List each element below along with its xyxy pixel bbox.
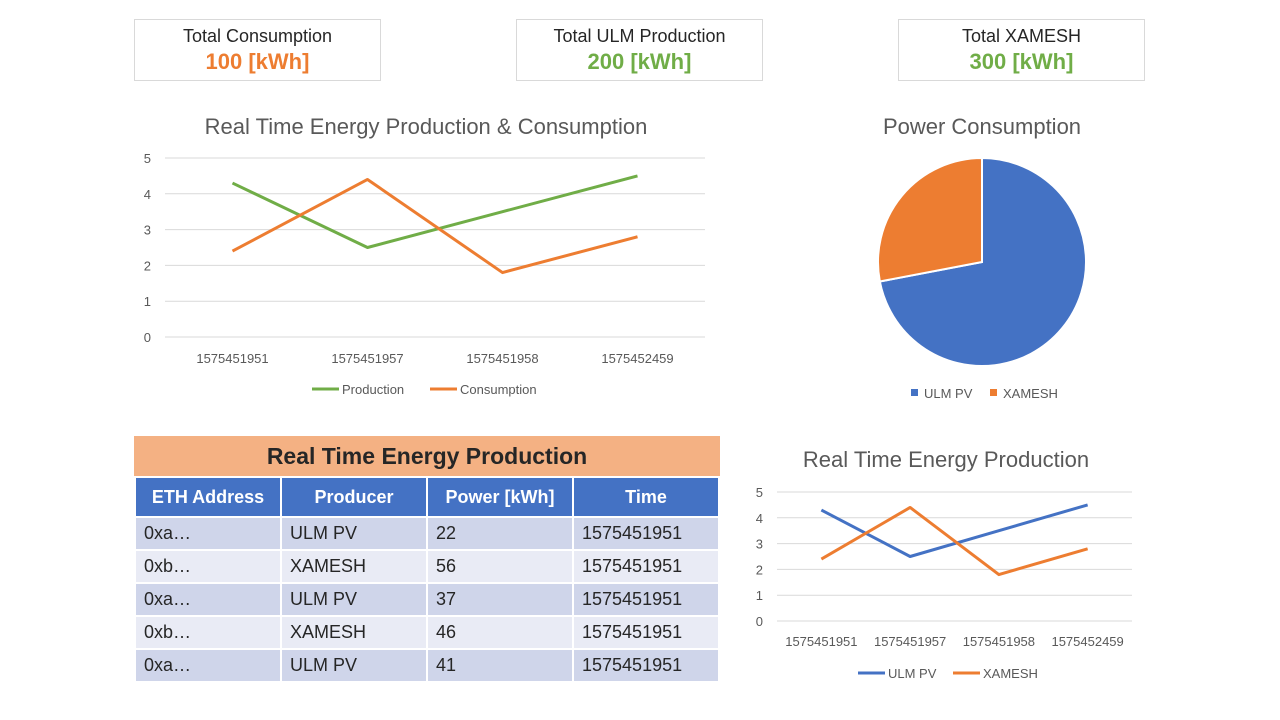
- cell-time: 1575451951: [572, 549, 720, 584]
- x-tick-label: 1575451957: [331, 351, 403, 366]
- cell-producer: XAMESH: [280, 549, 428, 584]
- cell-power: 41: [426, 648, 574, 683]
- legend-label: ULM PV: [924, 386, 973, 401]
- legend-label: Consumption: [460, 382, 537, 397]
- x-tick-label: 1575451958: [466, 351, 538, 366]
- series-line-ulm-pv: [820, 503, 1089, 558]
- x-tick-label: 1575452459: [1051, 634, 1123, 649]
- chart-title: Real Time Energy Production: [803, 447, 1089, 472]
- chart-title: Real Time Energy Production & Consumptio…: [205, 114, 648, 139]
- energy-production-table: Real Time Energy Production ETH Address …: [134, 436, 720, 683]
- kpi-total-ulm-production: Total ULM Production 200 [kWh]: [516, 19, 763, 81]
- legend-swatch: [911, 389, 918, 396]
- data-table: ETH Address Producer Power [kWh] Time 0x…: [134, 476, 720, 683]
- cell-producer: XAMESH: [280, 615, 428, 650]
- legend-label: XAMESH: [1003, 386, 1058, 401]
- y-tick-label: 4: [144, 187, 151, 202]
- y-tick-label: 1: [756, 588, 763, 603]
- kpi-value: 100 [kWh]: [205, 49, 310, 74]
- cell-time: 1575451951: [572, 582, 720, 617]
- series-line-xamesh: [820, 505, 1089, 577]
- y-tick-label: 3: [756, 537, 763, 552]
- cell-producer: ULM PV: [280, 648, 428, 683]
- y-tick-label: 4: [756, 511, 763, 526]
- y-tick-label: 0: [756, 614, 763, 629]
- table-row: 0xa… ULM PV 22 1575451951: [134, 516, 720, 551]
- chart-title: Power Consumption: [883, 114, 1081, 139]
- y-tick-label: 2: [144, 258, 151, 273]
- column-header-eth-address: ETH Address: [134, 476, 282, 518]
- cell-time: 1575451951: [572, 615, 720, 650]
- y-tick-label: 5: [144, 151, 151, 166]
- x-tick-label: 1575452459: [601, 351, 673, 366]
- table-row: 0xa… ULM PV 37 1575451951: [134, 582, 720, 617]
- legend-label: XAMESH: [983, 666, 1038, 681]
- pie-slice-xamesh: [877, 156, 983, 283]
- cell-eth-address: 0xa…: [134, 648, 282, 683]
- series-line-production: [231, 174, 638, 249]
- x-tick-label: 1575451958: [963, 634, 1035, 649]
- kpi-label: Total XAMESH: [961, 26, 1082, 46]
- y-tick-label: 2: [756, 562, 763, 577]
- table-row: 0xb… XAMESH 56 1575451951: [134, 549, 720, 584]
- y-tick-label: 1: [144, 294, 151, 309]
- kpi-total-consumption: Total Consumption 100 [kWh]: [134, 19, 381, 81]
- energy-production-line-chart: Real Time Energy Production 0 1 2 3 4 5 157545…: [756, 447, 1132, 681]
- cell-power: 56: [426, 549, 574, 584]
- x-tick-label: 1575451957: [874, 634, 946, 649]
- production-consumption-line-chart: Real Time Energy Production & Consumptio…: [144, 114, 705, 397]
- table-row: 0xa… ULM PV 41 1575451951: [134, 648, 720, 683]
- kpi-label: Total ULM Production: [553, 26, 726, 46]
- series-line-consumption: [231, 177, 638, 275]
- cell-time: 1575451951: [572, 516, 720, 551]
- x-tick-label: 1575451951: [785, 634, 857, 649]
- column-header-producer: Producer: [280, 476, 428, 518]
- legend-label: ULM PV: [888, 666, 937, 681]
- y-tick-label: 5: [756, 485, 763, 500]
- column-header-time: Time: [572, 476, 720, 518]
- kpi-value: 300 [kWh]: [969, 49, 1074, 74]
- column-header-power: Power [kWh]: [426, 476, 574, 518]
- kpi-label: Total Consumption: [182, 26, 333, 46]
- cell-eth-address: 0xb…: [134, 615, 282, 650]
- legend-swatch: [990, 389, 997, 396]
- cell-power: 46: [426, 615, 574, 650]
- table-row: 0xb… XAMESH 46 1575451951: [134, 615, 720, 650]
- table-header-row: ETH Address Producer Power [kWh] Time: [134, 476, 720, 518]
- power-consumption-pie-chart: Power Consumption ULM PV XAMESH: [877, 114, 1087, 401]
- cell-eth-address: 0xa…: [134, 582, 282, 617]
- cell-eth-address: 0xa…: [134, 516, 282, 551]
- cell-power: 22: [426, 516, 574, 551]
- y-tick-label: 0: [144, 330, 151, 345]
- table-title: Real Time Energy Production: [134, 436, 720, 476]
- cell-eth-address: 0xb…: [134, 549, 282, 584]
- cell-power: 37: [426, 582, 574, 617]
- cell-producer: ULM PV: [280, 516, 428, 551]
- legend-label: Production: [342, 382, 404, 397]
- cell-time: 1575451951: [572, 648, 720, 683]
- x-tick-label: 1575451951: [196, 351, 268, 366]
- cell-producer: ULM PV: [280, 582, 428, 617]
- kpi-value: 200 [kWh]: [587, 49, 692, 74]
- y-tick-label: 3: [144, 223, 151, 238]
- kpi-total-xamesh: Total XAMESH 300 [kWh]: [898, 19, 1145, 81]
